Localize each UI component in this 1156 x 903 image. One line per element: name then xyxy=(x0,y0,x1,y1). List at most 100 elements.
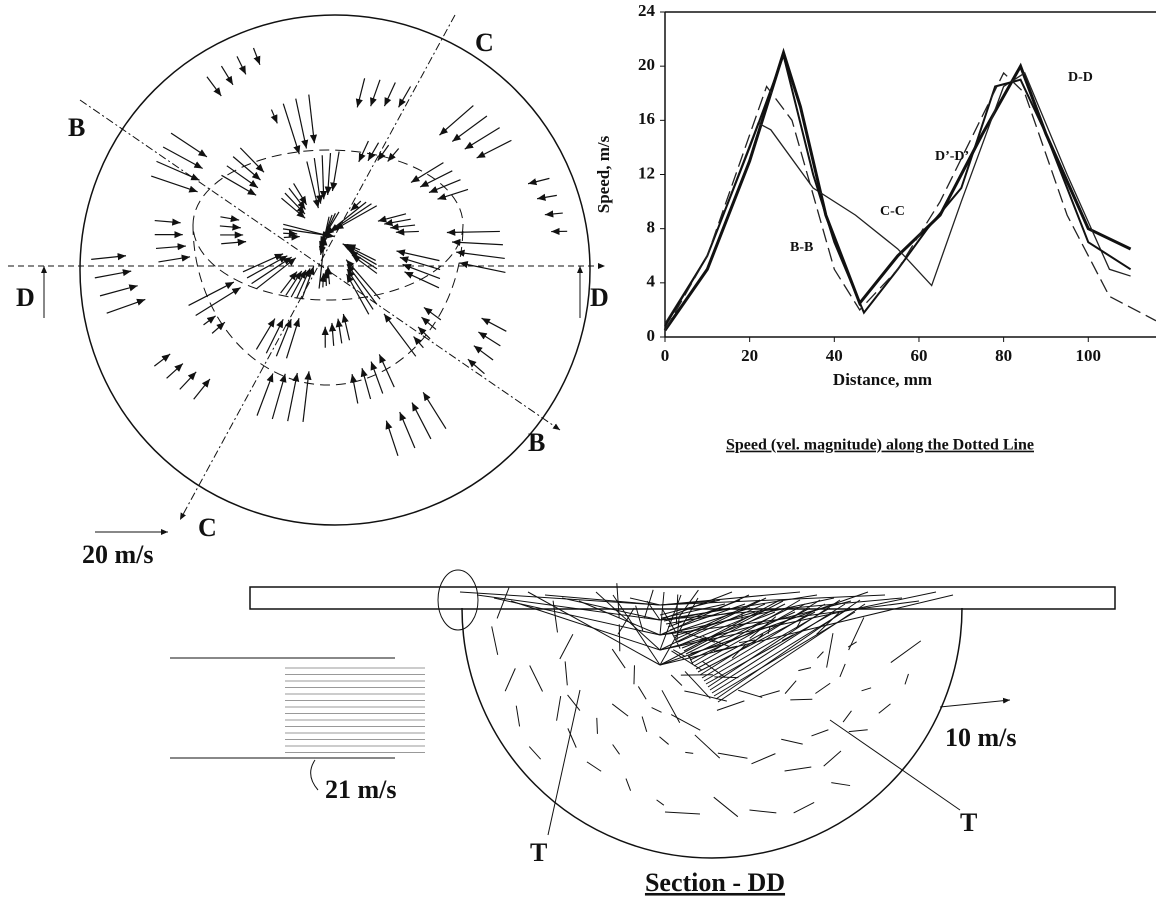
velocity-vector xyxy=(709,603,846,691)
velocity-vector xyxy=(459,261,506,273)
velocity-vector xyxy=(399,411,416,449)
velocity-vector xyxy=(659,591,733,621)
velocity-vector xyxy=(672,649,686,658)
chart-title: Speed (vel. magnitude) along the Dotted … xyxy=(726,437,1034,454)
series-label: B-B xyxy=(790,240,813,255)
velocity-vector xyxy=(556,695,562,721)
velocity-vector xyxy=(346,268,374,310)
velocity-vector xyxy=(715,599,861,700)
x-tick-label: 20 xyxy=(741,346,758,365)
velocity-vector xyxy=(360,368,372,400)
velocity-vector xyxy=(153,353,171,367)
cut-label: C xyxy=(198,513,217,542)
series-label: D’-D’ xyxy=(935,149,969,164)
velocity-vector xyxy=(529,665,543,692)
velocity-vector xyxy=(659,597,835,636)
velocity-vector xyxy=(285,318,300,359)
velocity-vector xyxy=(346,263,378,305)
velocity-vector xyxy=(367,142,380,162)
velocity-vector xyxy=(759,690,780,698)
velocity-vector xyxy=(781,634,794,642)
cut-label: D xyxy=(16,283,35,312)
velocity-vector xyxy=(106,298,146,314)
velocity-vector xyxy=(459,591,661,606)
velocity-vector xyxy=(656,799,665,806)
velocity-vector xyxy=(281,197,306,219)
velocity-vector xyxy=(246,255,288,279)
velocity-vector xyxy=(410,162,444,183)
series-line xyxy=(663,47,1132,332)
velocity-vector xyxy=(270,109,278,124)
velocity-vector xyxy=(390,223,416,231)
velocity-vector xyxy=(561,597,661,621)
leader xyxy=(547,689,581,836)
velocity-vector xyxy=(239,147,265,173)
velocity-vector xyxy=(155,243,186,251)
velocity-vector xyxy=(839,663,846,678)
velocity-vector xyxy=(236,56,247,75)
velocity-vector xyxy=(328,322,337,346)
velocity-vector xyxy=(283,229,298,238)
section-semicircle xyxy=(461,607,963,859)
velocity-vector xyxy=(685,751,694,754)
inner-dashed xyxy=(192,224,464,386)
velocity-vector xyxy=(612,594,661,666)
velocity-vector xyxy=(301,266,315,300)
velocity-vector xyxy=(295,98,309,149)
velocity-vector xyxy=(193,378,211,400)
velocity-vector xyxy=(330,151,340,192)
velocity-vector xyxy=(396,249,440,262)
velocity-vector xyxy=(265,318,284,354)
velocity-vector xyxy=(784,766,812,772)
velocity-vector xyxy=(329,203,372,233)
velocity-vector xyxy=(670,714,701,731)
velocity-vector xyxy=(629,597,661,606)
x-tick-label: 40 xyxy=(826,346,843,365)
y-tick-label: 12 xyxy=(638,163,655,182)
y-axis-label: Speed, m/s xyxy=(594,135,613,213)
series-line xyxy=(664,51,1132,327)
velocity-vector xyxy=(206,76,222,97)
velocity-vector xyxy=(578,600,661,636)
x-tick-label: 80 xyxy=(995,346,1012,365)
velocity-vector xyxy=(451,238,503,247)
scale-arrow xyxy=(939,697,1011,708)
velocity-vector xyxy=(478,331,501,347)
velocity-vector xyxy=(481,317,507,332)
velocity-vector xyxy=(635,605,644,631)
velocity-vector xyxy=(790,698,813,701)
velocity-vector xyxy=(313,158,324,204)
vortex-label: T xyxy=(530,838,547,867)
velocity-vector xyxy=(355,78,366,108)
velocity-vector xyxy=(255,318,276,350)
velocity-vector xyxy=(749,809,777,814)
velocity-vector xyxy=(684,671,711,699)
velocity-vector xyxy=(179,371,197,390)
cut-label: B xyxy=(528,428,545,457)
velocity-vector xyxy=(637,686,647,700)
velocity-vector xyxy=(411,402,432,440)
velocity-vector xyxy=(220,215,240,223)
velocity-vector xyxy=(275,318,292,357)
velocity-vector xyxy=(793,802,815,814)
velocity-vector xyxy=(346,273,370,315)
velocity-vector xyxy=(544,210,563,218)
velocity-vector xyxy=(684,690,696,694)
brace xyxy=(310,759,319,791)
velocity-vector xyxy=(451,115,488,142)
velocity-vector xyxy=(319,273,327,288)
velocity-vector xyxy=(242,253,284,273)
velocity-vector xyxy=(527,177,550,186)
velocity-vector xyxy=(226,165,259,189)
velocity-vector xyxy=(387,148,400,162)
y-tick-label: 16 xyxy=(638,109,655,128)
diagram xyxy=(8,14,1116,859)
cut-label: D xyxy=(590,283,609,312)
velocity-vector xyxy=(293,183,308,206)
velocity-vector xyxy=(402,263,441,280)
velocity-vector xyxy=(659,736,669,745)
velocity-vector xyxy=(439,105,474,136)
velocity-vector xyxy=(716,700,745,711)
velocity-vector xyxy=(595,591,661,651)
